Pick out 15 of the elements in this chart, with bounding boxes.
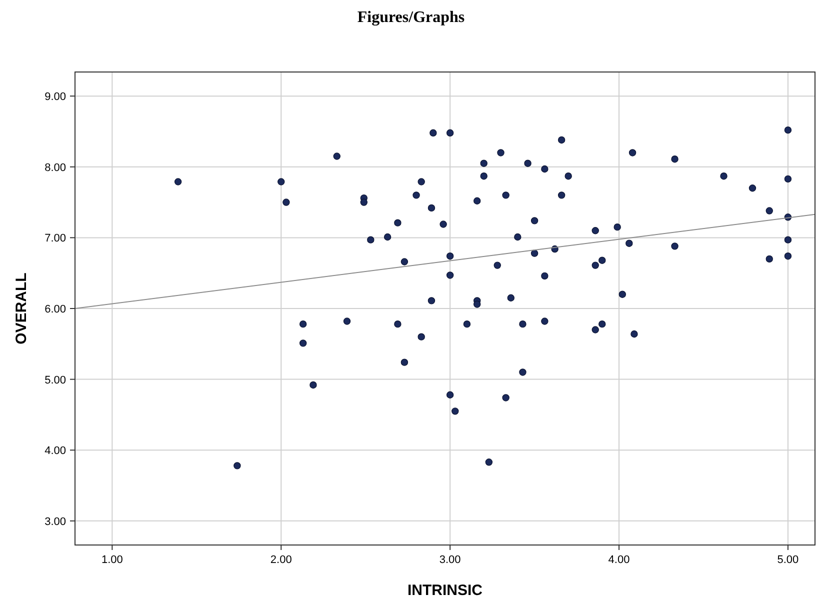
- x-tick-label: 5.00: [777, 554, 799, 566]
- y-tick-label: 6.00: [44, 304, 66, 316]
- x-tick-label: 3.00: [439, 554, 461, 566]
- x-axis-title: INTRINSIC: [408, 582, 483, 599]
- y-tick-label: 5.00: [44, 374, 66, 386]
- y-tick-label: 3.00: [44, 516, 66, 528]
- x-tick-label: 4.00: [608, 554, 630, 566]
- y-tick-label: 8.00: [44, 162, 66, 174]
- x-tick-label: 1.00: [101, 554, 123, 566]
- y-tick-label: 4.00: [44, 445, 66, 458]
- x-tick-label: 2.00: [270, 554, 292, 566]
- y-axis-title: OVERALL: [13, 272, 30, 344]
- y-tick-label: 7.00: [44, 232, 66, 245]
- y-tick-label: 9.00: [44, 91, 66, 104]
- chart-title: Figures/Graphs: [357, 9, 465, 26]
